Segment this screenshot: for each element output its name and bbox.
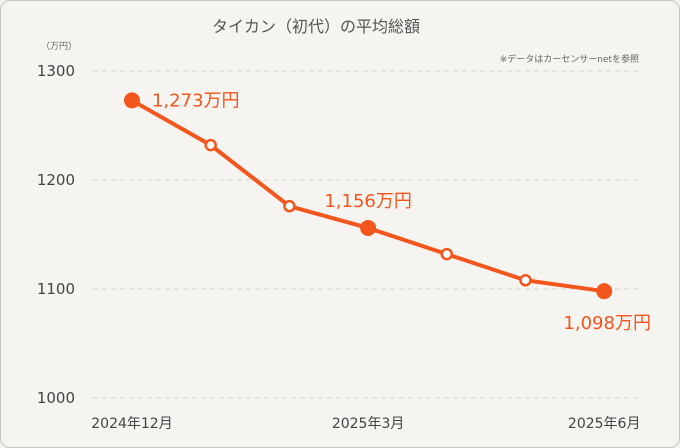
data-points bbox=[124, 92, 613, 300]
data-label: 1,273万円 bbox=[152, 90, 240, 111]
y-axis-ticks: 1300 1200 1100 1000 bbox=[37, 62, 75, 407]
y-tick-label: 1100 bbox=[37, 280, 75, 298]
data-labels: 1,273万円 1,156万円 1,098万円 bbox=[152, 90, 651, 334]
data-point bbox=[283, 199, 296, 213]
data-point bbox=[440, 247, 454, 261]
data-point bbox=[519, 274, 532, 287]
data-point-highlight bbox=[360, 219, 377, 236]
y-tick-label: 1200 bbox=[37, 171, 75, 189]
x-axis-ticks: 2024年12月 2025年3月 2025年6月 bbox=[91, 416, 640, 432]
y-axis-unit: （万円） bbox=[41, 41, 77, 52]
gridlines bbox=[93, 70, 641, 399]
y-tick-label: 1000 bbox=[37, 389, 75, 407]
data-label: 1,156万円 bbox=[324, 191, 412, 212]
x-tick-label: 2024年12月 bbox=[91, 416, 172, 432]
x-tick-label: 2025年3月 bbox=[332, 416, 405, 432]
data-point bbox=[204, 138, 217, 152]
data-point-highlight bbox=[124, 92, 140, 109]
y-tick-label: 1300 bbox=[37, 62, 75, 80]
x-tick-label: 2025年6月 bbox=[568, 416, 641, 432]
data-label: 1,098万円 bbox=[563, 313, 651, 334]
source-note: ※データはカーセンサーnetを参照 bbox=[500, 53, 639, 65]
chart-title: タイカン（初代）の平均総額 bbox=[212, 17, 420, 36]
data-point-highlight bbox=[596, 283, 613, 300]
